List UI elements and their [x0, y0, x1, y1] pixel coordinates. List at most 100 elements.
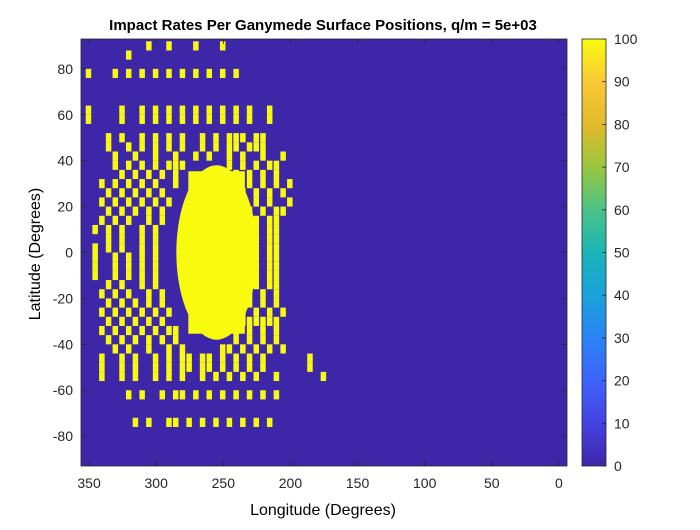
heatmap-cell — [246, 169, 253, 180]
heatmap-cell — [266, 105, 273, 115]
heatmap-cell — [119, 280, 125, 290]
heatmap-cell — [125, 325, 132, 336]
heatmap-cell — [266, 243, 273, 253]
heatmap-cell — [172, 417, 179, 427]
heatmap-cell — [112, 325, 119, 336]
heatmap-cell — [132, 298, 139, 308]
heatmap-cell — [206, 105, 213, 115]
heatmap-cell — [273, 289, 280, 299]
heatmap-cell — [105, 234, 112, 244]
heatmap-cell — [199, 353, 206, 363]
heatmap-cell — [240, 417, 246, 427]
x-tick-label: 50 — [484, 475, 500, 491]
heatmap-cell — [125, 160, 132, 170]
heatmap-cell — [139, 179, 145, 189]
heatmap-cell — [159, 298, 166, 308]
heatmap-cell — [179, 114, 186, 124]
heatmap-cell — [146, 169, 152, 180]
heatmap-cell — [233, 316, 239, 326]
x-tick-label: 100 — [413, 475, 437, 491]
heatmap-cell — [105, 335, 112, 345]
heatmap-cell — [125, 179, 132, 189]
heatmap-cell — [179, 142, 186, 152]
heatmap-cell — [99, 215, 105, 225]
y-tick-label: -40 — [53, 336, 73, 352]
heatmap-cell — [273, 160, 280, 170]
heatmap-cell — [226, 151, 233, 161]
colorbar-tick-label: 60 — [614, 202, 630, 218]
heatmap-cell — [193, 151, 199, 161]
heatmap-cell — [233, 68, 239, 79]
heatmap-cell — [125, 270, 132, 281]
heatmap-cell — [199, 371, 206, 382]
heatmap-cell — [125, 197, 132, 207]
heatmap-cell — [172, 335, 179, 345]
heatmap-cell — [226, 344, 233, 354]
heatmap-cell — [233, 325, 239, 336]
heatmap-cell — [266, 215, 273, 225]
heatmap-cell — [253, 188, 260, 198]
heatmap-cell — [273, 215, 280, 225]
heatmap-cell — [219, 390, 226, 400]
heatmap-cell — [260, 298, 266, 308]
heatmap-cell — [166, 160, 172, 170]
heatmap-cell — [139, 142, 145, 152]
x-tick-label: 200 — [279, 475, 303, 491]
heatmap-cell — [166, 68, 172, 79]
heatmap-cell — [206, 151, 213, 161]
heatmap-cell — [266, 114, 273, 124]
heatmap-cell — [266, 252, 273, 262]
heatmap-cell — [253, 307, 260, 317]
heatmap-cell — [246, 105, 253, 115]
heatmap-cell — [273, 261, 280, 271]
heatmap-cell — [125, 289, 132, 299]
heatmap-cell — [152, 105, 159, 115]
heatmap-cell — [193, 41, 199, 51]
x-tick-label: 0 — [555, 475, 563, 491]
heatmap-cell — [99, 362, 105, 372]
heatmap-cell — [266, 344, 273, 354]
heatmap-cell — [266, 224, 273, 235]
heatmap-cell — [253, 371, 260, 382]
heatmap-cell — [266, 261, 273, 271]
heatmap-cell — [226, 160, 233, 170]
heatmap-cell — [112, 261, 119, 271]
x-tick-label: 250 — [212, 475, 236, 491]
heatmap-core-fill — [188, 171, 245, 334]
heatmap-cell — [253, 234, 260, 244]
colorbar-tick-label: 40 — [614, 287, 630, 303]
heatmap-cell — [92, 224, 98, 235]
heatmap-cell — [159, 390, 166, 400]
heatmap-cell — [260, 142, 266, 152]
heatmap-cell — [186, 417, 192, 427]
heatmap-cell — [119, 234, 125, 244]
colorbar-tick-label: 90 — [614, 74, 630, 90]
heatmap-cell — [179, 371, 186, 382]
heatmap-cell — [125, 252, 132, 262]
heatmap-cell — [260, 335, 266, 345]
heatmap-cell — [199, 417, 206, 427]
heatmap-cell — [246, 316, 253, 326]
heatmap-cell — [172, 390, 179, 400]
heatmap-cell — [213, 142, 219, 152]
heatmap-cell — [273, 179, 280, 189]
heatmap-cell — [253, 224, 260, 235]
heatmap-cell — [152, 325, 159, 336]
heatmap-cell — [159, 206, 166, 216]
heatmap-cell — [112, 160, 119, 170]
heatmap-cell — [125, 307, 132, 317]
heatmap-cell — [92, 243, 98, 253]
heatmap-cell — [280, 344, 286, 354]
heatmap-cell — [112, 307, 119, 317]
y-tick-label: 0 — [65, 245, 73, 261]
heatmap-cell — [280, 151, 286, 161]
heatmap-cell — [260, 133, 266, 143]
colorbar-tick-label: 0 — [614, 458, 622, 474]
heatmap-cell — [139, 243, 145, 253]
heatmap-cell — [233, 353, 239, 363]
heatmap-cell — [139, 325, 145, 336]
heatmap-cell — [85, 105, 92, 115]
heatmap-cell — [226, 142, 233, 152]
heatmap-cell — [199, 142, 206, 152]
